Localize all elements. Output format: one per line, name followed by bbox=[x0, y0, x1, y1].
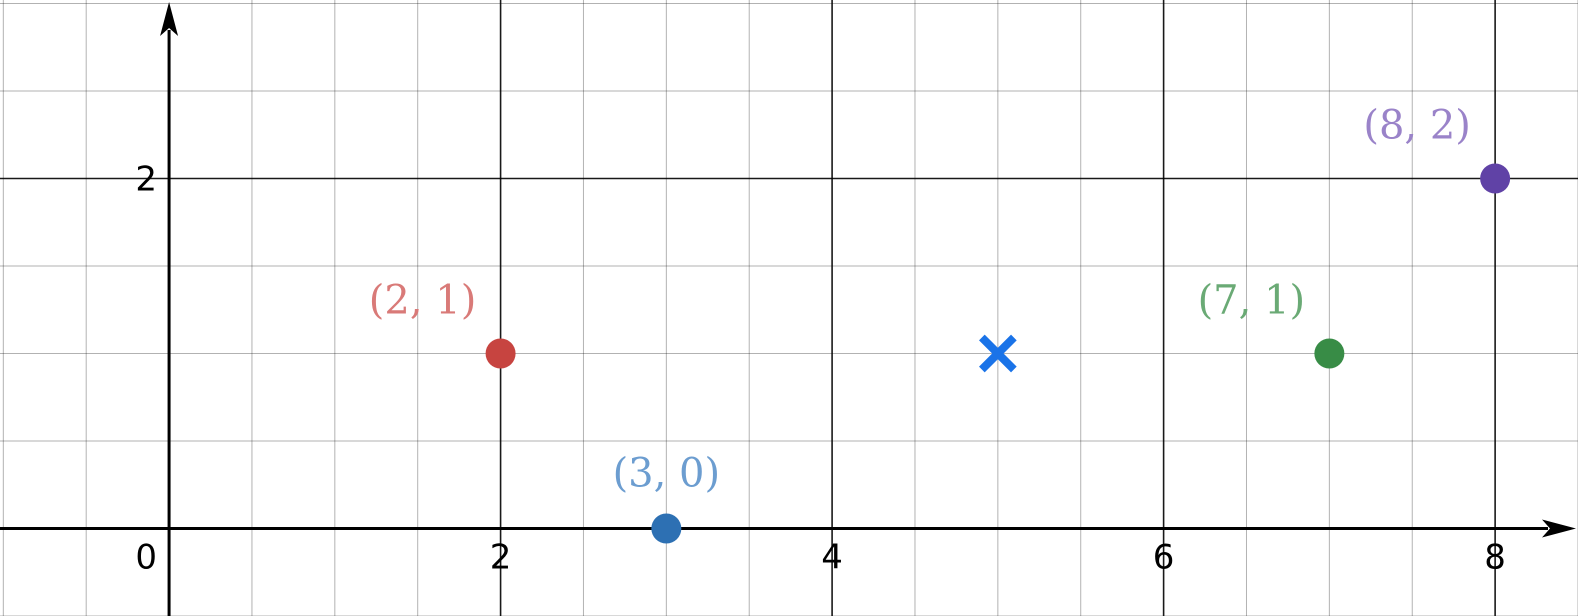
cross-stroke bbox=[979, 334, 1017, 373]
x-tick-label: 2 bbox=[490, 538, 512, 578]
data-point bbox=[1480, 163, 1511, 194]
cross-marker bbox=[979, 334, 1017, 373]
tick-labels: 0 2 4 6 8 2 bbox=[135, 160, 1506, 578]
point-label: (8, 2) bbox=[1363, 103, 1471, 149]
x-axis-arrow-icon bbox=[1542, 519, 1576, 538]
point-label: (3, 0) bbox=[613, 451, 721, 497]
point-label: (7, 1) bbox=[1198, 278, 1306, 324]
data-points bbox=[485, 163, 1511, 544]
data-point bbox=[1314, 338, 1345, 369]
point-label: (2, 1) bbox=[369, 278, 477, 324]
data-point bbox=[651, 513, 682, 544]
y-axis-arrow-icon bbox=[160, 2, 179, 36]
y-tick-label: 2 bbox=[135, 160, 157, 200]
data-point bbox=[485, 338, 516, 369]
point-labels: (2, 1) (3, 0) (7, 1) (8, 2) bbox=[369, 103, 1471, 497]
x-tick-label: 0 bbox=[135, 538, 157, 578]
x-tick-label: 8 bbox=[1484, 538, 1506, 578]
x-tick-label: 6 bbox=[1153, 538, 1175, 578]
x-tick-label: 4 bbox=[821, 538, 843, 578]
